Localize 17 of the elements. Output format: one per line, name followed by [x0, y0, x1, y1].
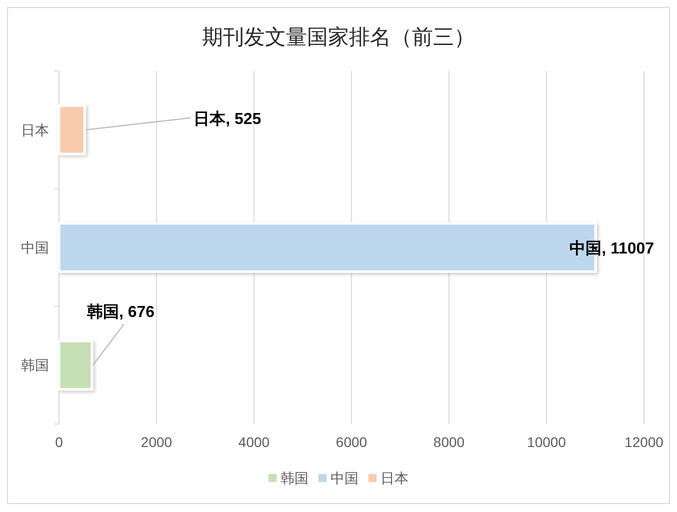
y-tick-label: 中国	[21, 240, 49, 256]
x-tick-label: 8000	[433, 434, 465, 450]
x-tick-label: 0	[55, 434, 63, 450]
y-tick-label: 日本	[21, 122, 49, 138]
x-tick-label: 6000	[336, 434, 368, 450]
legend-label: 中国	[330, 470, 358, 486]
title: 期刊发文量国家排名（前三）	[202, 26, 475, 49]
legend-label: 日本	[380, 470, 408, 486]
y-tick-label: 韩国	[21, 357, 49, 374]
data-label: 中国, 11007	[570, 240, 654, 258]
x-tick-label: 10000	[527, 434, 566, 450]
data-label: 日本, 525	[194, 110, 262, 128]
data-label: 韩国, 676	[86, 304, 155, 322]
x-tick-label: 4000	[238, 434, 270, 450]
x-tick-label: 12000	[624, 434, 664, 450]
x-tick-label: 2000	[140, 434, 172, 450]
legend-label: 韩国	[280, 470, 308, 486]
